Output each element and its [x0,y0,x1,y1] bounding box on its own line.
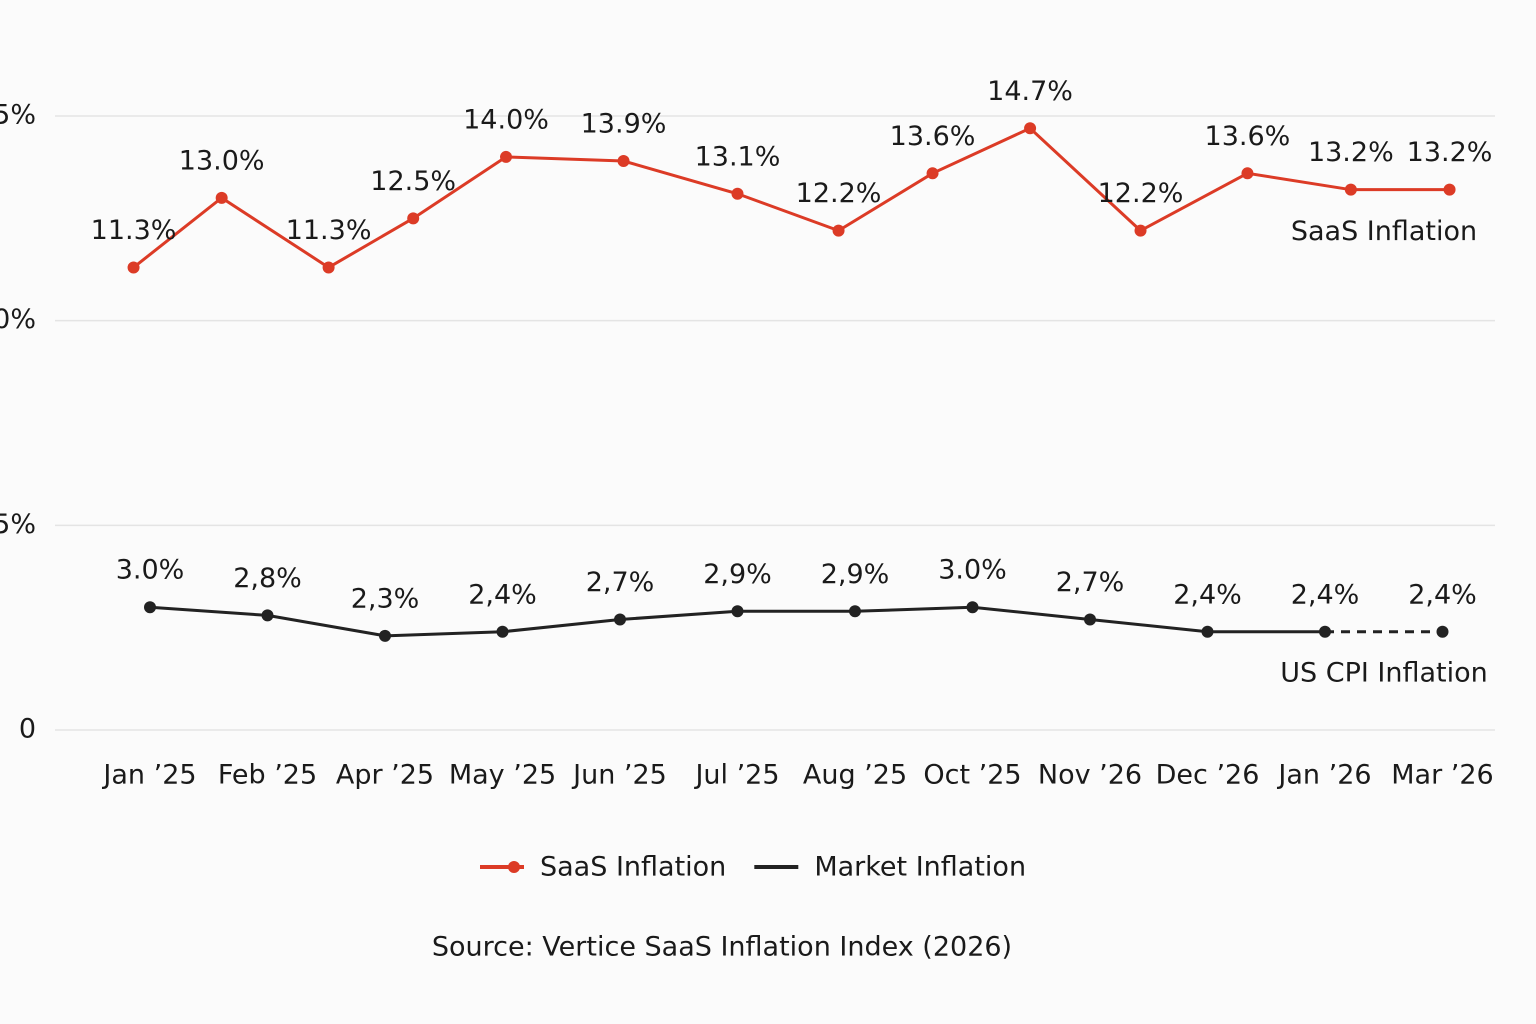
data-label: 2,3% [351,583,420,614]
data-label: 11.3% [286,215,372,246]
x-tick-label: May ’25 [449,760,556,791]
data-label: 2,4% [1408,579,1477,610]
point [1436,625,1449,638]
y-tick-label: 10% [0,304,36,335]
legend-label: Market Inflation [814,852,1026,883]
point [1319,625,1331,638]
data-label: 3.0% [116,555,185,586]
x-tick-label: Jun ’25 [571,760,667,791]
point [500,150,513,163]
point [1024,122,1037,135]
point [144,601,156,614]
series-line [132,126,1450,270]
data-label: 2,9% [703,559,772,590]
point [832,224,845,237]
point [407,212,420,225]
data-label: 2,8% [233,563,302,594]
point [926,167,939,180]
point [1344,183,1357,196]
x-tick-label: Feb ’25 [218,760,317,791]
data-label: 13.1% [695,141,781,172]
data-label: 14.7% [987,76,1073,107]
data-label: 13.2% [1407,137,1493,168]
data-label: 13.2% [1308,137,1394,168]
point [261,609,274,622]
point [1084,613,1096,626]
data-label: 2,4% [1173,579,1242,610]
x-tick-label: Mar ’26 [1391,760,1493,791]
point [215,191,228,204]
data-label: 2,4% [468,579,537,610]
data-label: 13.9% [581,109,667,140]
x-tick-label: Nov ’26 [1038,760,1142,791]
x-tick-label: Apr ’25 [336,760,434,791]
legend-label: SaaS Inflation [540,852,726,883]
point [496,625,509,638]
x-tick-label: Jan ’26 [1276,760,1371,791]
series-annotation: US CPI Inflation [1280,657,1488,688]
y-tick-label: 15% [0,100,36,131]
point [731,605,744,618]
point [1134,224,1147,237]
data-label: 2,9% [821,559,890,590]
point [1201,625,1214,638]
point [1443,183,1456,196]
series-annotation: SaaS Inflation [1291,216,1477,247]
point [617,155,630,168]
data-label: 2,4% [1291,579,1360,610]
source: Source: Vertice SaaS Inflation Index (20… [432,932,1012,963]
data-label: 12.2% [1098,178,1184,209]
point [614,613,626,626]
point [322,261,335,274]
x-tick-label: Aug ’25 [803,760,907,791]
data-label: 13.0% [179,145,265,176]
data-label: 2,7% [1056,567,1125,598]
x-tick-label: Jul ’25 [693,760,779,791]
x-tick-label: Dec ’26 [1156,760,1260,791]
point [379,629,391,642]
point [731,187,744,200]
data-label: 11.3% [91,215,177,246]
point [127,261,140,274]
data-label: 12.5% [370,166,456,197]
data-label: 3.0% [938,555,1007,586]
data-label: 14.0% [463,104,549,135]
data-label: 2,7% [586,567,655,598]
point [849,605,861,618]
point [966,601,979,614]
x-tick-label: Oct ’25 [923,760,1021,791]
legend-marker [508,861,520,873]
y-tick-label: 5% [0,509,36,540]
point [1241,167,1254,180]
x-tick-label: Jan ’25 [101,760,196,791]
data-label: 13.6% [1205,121,1291,152]
y-tick-label: 0 [19,714,36,745]
data-label: 12.2% [796,178,882,209]
data-label: 13.6% [890,121,976,152]
